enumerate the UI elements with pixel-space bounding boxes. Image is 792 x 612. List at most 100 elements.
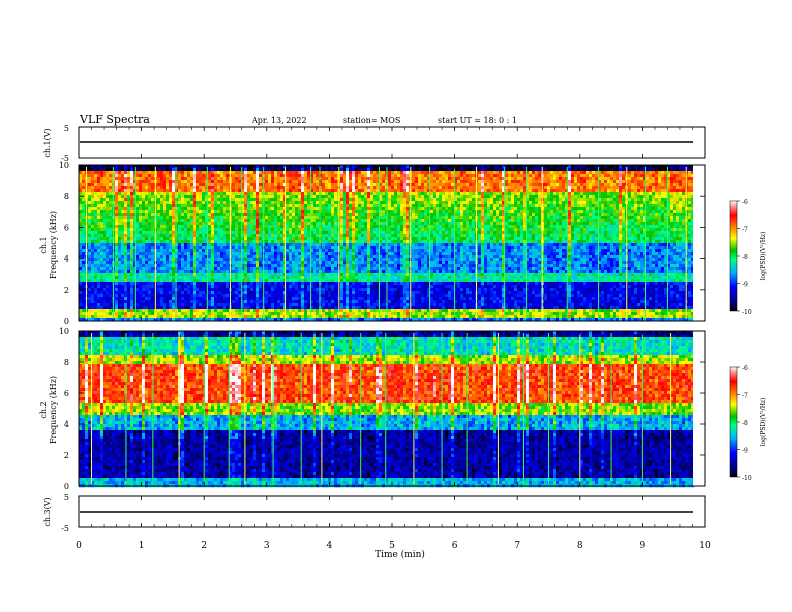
ch1-spectrogram-cell <box>676 183 679 186</box>
ch1-spectrogram-cell <box>589 234 592 237</box>
ch1-spectrogram-cell <box>478 198 481 201</box>
ch1-spectrogram-cell <box>118 186 121 189</box>
ch1-spectrogram-cell <box>436 222 439 225</box>
ch1-spectrogram-cell <box>682 186 685 189</box>
ch1-spectrogram-cell <box>202 183 205 186</box>
ch1-spectrogram-cell <box>445 207 448 210</box>
ch1-spectrogram-cell <box>547 177 550 180</box>
ch1-spectrogram-cell <box>307 207 310 210</box>
ch1-spectrogram-cell <box>391 201 394 204</box>
ch1-spectrogram-cell <box>679 171 682 174</box>
ch1-spectrogram-cell <box>331 219 334 222</box>
ch1-spectrogram-cell <box>613 213 616 216</box>
ch1-spectrogram-cell <box>619 177 622 180</box>
ch1-spectrogram-cell <box>130 192 133 195</box>
ch1-spectrogram-cell <box>259 207 262 210</box>
ch1-spectrogram-cell <box>226 174 229 177</box>
ch1-spectrogram-cell <box>382 183 385 186</box>
ch1-spectrogram-cell <box>382 204 385 207</box>
ch1-spectrogram-cell <box>442 186 445 189</box>
ch1-spectrogram-cell <box>259 216 262 219</box>
ch1-spectrogram-cell <box>211 210 214 213</box>
ch1-spectrogram-cell <box>103 177 106 180</box>
ch1-spectrogram-cell <box>145 219 148 222</box>
ch1-spectrogram-cell <box>439 228 442 231</box>
ch1-spectrogram-cell <box>463 192 466 195</box>
ch1-spectrogram-cell <box>217 198 220 201</box>
ch1-spectrogram-cell <box>292 225 295 228</box>
ch1-spectrogram-cell <box>373 219 376 222</box>
ch1-spectrogram-cell <box>319 177 322 180</box>
ch1-spectrogram-cell <box>421 213 424 216</box>
ch1-spectrogram-cell <box>670 180 673 183</box>
ch1-spectrogram-cell <box>664 210 667 213</box>
ch1-spectrogram-cell <box>349 180 352 183</box>
ch1-spectrogram-cell <box>298 180 301 183</box>
ch1-spectrogram-cell <box>571 186 574 189</box>
ch1-spectrogram-cell <box>400 207 403 210</box>
ch1-spectrogram-cell <box>259 180 262 183</box>
ch1-spectrogram-cell <box>361 189 364 192</box>
ch1-spectrogram-cell <box>91 207 94 210</box>
ch1-spectrogram-cell <box>655 186 658 189</box>
ch1-spectrogram-cell <box>361 186 364 189</box>
ch1-spectrogram-cell <box>619 180 622 183</box>
ch1-spectrogram-cell <box>529 177 532 180</box>
ch1-spectrogram-cell <box>172 204 175 207</box>
ch1-spectrogram-cell <box>286 171 289 174</box>
ch1-spectrogram-cell <box>550 216 553 219</box>
ch1-spectrogram-cell <box>544 216 547 219</box>
ch1-spectrogram-cell <box>439 180 442 183</box>
ch1-spectrogram-cell <box>301 204 304 207</box>
ch1-spectrogram-cell <box>298 192 301 195</box>
ch1-spectrogram-cell <box>202 222 205 225</box>
ch1-spectrogram-cell <box>94 174 97 177</box>
ch1-spectrogram-cell <box>628 216 631 219</box>
ch1-spectrogram-cell <box>106 231 109 234</box>
ch1-spectrogram-cell <box>586 222 589 225</box>
ch1-spectrogram-cell <box>340 231 343 234</box>
ch1-spectrogram-cell <box>247 189 250 192</box>
ch1-spectrogram-cell <box>232 195 235 198</box>
ch1-spectrogram-cell <box>139 174 142 177</box>
ch1-spectrogram-cell <box>175 210 178 213</box>
ch1-spectrogram-cell <box>277 168 280 171</box>
ch1-spectrogram-cell <box>109 222 112 225</box>
ch1-spectrogram-cell <box>580 222 583 225</box>
ch1-spectrogram-cell <box>574 189 577 192</box>
ch1-spectrogram-cell <box>355 228 358 231</box>
ch1-spectrogram-cell <box>424 225 427 228</box>
ch1-spectrogram-cell <box>124 225 127 228</box>
ch1-spectrogram-cell <box>397 225 400 228</box>
ch1-spectrogram-cell <box>412 177 415 180</box>
ch1-spectrogram-cell <box>280 183 283 186</box>
ch1-spectrogram-cell <box>253 183 256 186</box>
date-label: Apr. 13, 2022 <box>251 116 307 125</box>
ch1-spectrogram-cell <box>145 213 148 216</box>
ch1-spectrogram-cell <box>460 186 463 189</box>
ch1-spectrogram-cell <box>172 207 175 210</box>
ch1-spectrogram-cell <box>175 231 178 234</box>
ch1-spectrogram-cell <box>505 234 508 237</box>
ch1-spectrogram-cell <box>88 183 91 186</box>
ch1-spectrogram-cell <box>607 195 610 198</box>
ch1-spectrogram-cell <box>592 201 595 204</box>
ch1-spectrogram-cell <box>439 183 442 186</box>
ch1-spectrogram-cell <box>91 186 94 189</box>
ch1-spectrogram-cell <box>271 222 274 225</box>
ch1-spectrogram-cell <box>208 174 211 177</box>
ch1-spectrogram-cell <box>346 201 349 204</box>
ch1-spectrogram-cell <box>232 186 235 189</box>
ch1-spectrogram-cell <box>250 210 253 213</box>
ch1-spectrogram-cell <box>226 210 229 213</box>
ch1-spectrogram-cell <box>238 177 241 180</box>
ch1-spectrogram-cell <box>211 189 214 192</box>
ch1-spectrogram-cell <box>406 186 409 189</box>
ch1-spectrogram-cell <box>382 210 385 213</box>
ch1-spectrogram-cell <box>499 195 502 198</box>
ch1-spectrogram-cell <box>358 207 361 210</box>
ch1-spectrogram-cell <box>295 192 298 195</box>
ch1-spectrogram-cell <box>382 189 385 192</box>
ch1-spectrogram-cell <box>208 216 211 219</box>
ch1-spectrogram-cell <box>523 195 526 198</box>
